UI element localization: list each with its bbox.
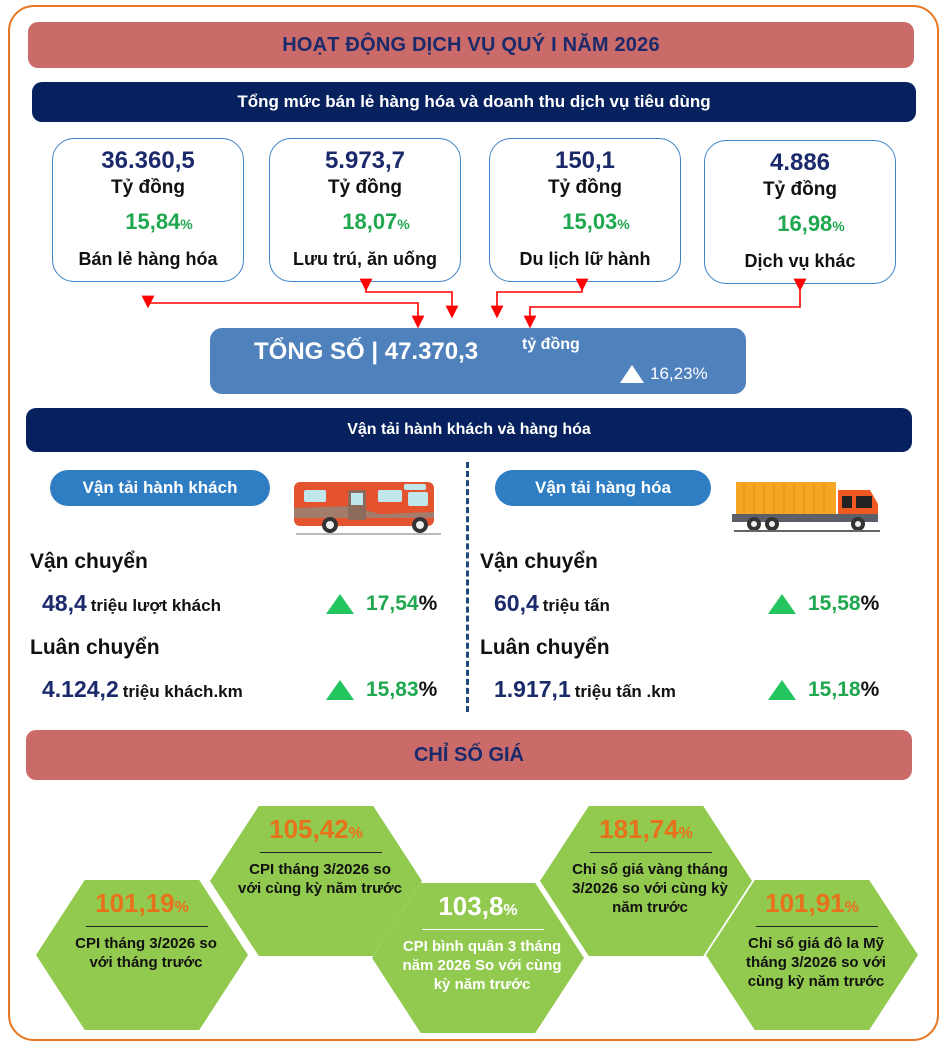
hex-value: 101,19% [95, 888, 189, 918]
card-label: Bán lẻ hàng hóa [78, 249, 218, 269]
hex-divider [86, 926, 208, 927]
passenger-rotation-growth: 15,83% [326, 678, 437, 702]
card-value: 150,1 [554, 147, 616, 174]
bus-icon [294, 482, 441, 535]
up-triangle-icon [768, 594, 796, 614]
card-label: Lưu trú, ăn uống [292, 249, 437, 269]
price-index-header: CHỈ SỐ GIÁ [26, 730, 912, 780]
up-triangle-icon [326, 594, 354, 614]
card-value: 5.973,7 [324, 147, 406, 174]
hex-divider [756, 926, 878, 927]
total-box: TỔNG SỐ | 47.370,3 tỷ đồng 16,23% [210, 328, 746, 394]
passenger-transport-growth: 17,54% [326, 592, 437, 616]
card-growth: 16,98% [777, 211, 845, 236]
cpi-month-over-month-hex: 101,19% CPI tháng 3/2026 so với tháng tr… [36, 880, 248, 1030]
card-unit: Tỷ đồng [111, 177, 185, 198]
cargo-transport-section-label: Vận chuyển [480, 550, 598, 573]
hex-divider [422, 929, 544, 930]
hex-divider [260, 852, 382, 853]
passenger-transport-section-label: Vận chuyển [30, 550, 148, 573]
truck-icon [732, 482, 880, 532]
cargo-rotation-metric: 1.917,1 triệu tấn .km [494, 676, 676, 702]
gold-price-index-hex: 181,74% Chỉ số giá vàng tháng 3/2026 so … [540, 806, 752, 956]
hex-description: CPI tháng 3/2026 so với tháng trước [75, 935, 217, 971]
cpi-quarter-average-hex: 103,8% CPI bình quân 3 tháng năm 2026 So… [372, 883, 584, 1033]
card-growth: 15,84% [125, 209, 193, 234]
transport-divider [466, 462, 469, 712]
passenger-transport-metric: 48,4 triệu lượt khách [42, 590, 221, 616]
cargo-rotation-section-label: Luân chuyển [480, 636, 610, 659]
total-growth: 16,23% [620, 364, 708, 384]
hex-value: 105,42% [269, 814, 363, 844]
card-label: Dịch vụ khác [744, 251, 856, 271]
cargo-transport-pill: Vận tải hàng hóa [495, 470, 711, 506]
total-growth-value: 16,23% [650, 364, 708, 383]
hex-description: Chỉ số giá đô la Mỹ tháng 3/2026 so với … [746, 935, 886, 990]
hex-value: 101,91% [765, 888, 859, 918]
passenger-rotation-section-label: Luân chuyển [30, 636, 160, 659]
retail-card-travel: 150,1 Tỷ đồng 15,03% Du lịch lữ hành [489, 138, 681, 282]
up-triangle-icon [768, 680, 796, 700]
up-triangle-icon [326, 680, 354, 700]
hex-description: CPI tháng 3/2026 so với cùng kỳ năm trướ… [238, 861, 402, 897]
cargo-rotation-growth: 15,18% [768, 678, 879, 702]
card-growth: 18,07% [342, 209, 410, 234]
usd-price-index-hex: 101,91% Chỉ số giá đô la Mỹ tháng 3/2026… [706, 880, 918, 1030]
up-triangle-icon [620, 365, 644, 383]
total-unit: tỷ đồng [522, 336, 580, 353]
hex-value: 181,74% [599, 814, 693, 844]
card-value: 36.360,5 [101, 147, 195, 174]
card-unit: Tỷ đồng [328, 177, 402, 198]
hex-description: CPI bình quân 3 tháng năm 2026 So với cù… [402, 938, 562, 993]
card-label: Du lịch lữ hành [519, 249, 651, 269]
card-unit: Tỷ đồng [763, 179, 837, 200]
hex-description: Chỉ số giá vàng tháng 3/2026 so với cùng… [572, 861, 728, 916]
card-unit: Tỷ đồng [548, 177, 622, 198]
retail-card-accommodation: 5.973,7 Tỷ đồng 18,07% Lưu trú, ăn uống [269, 138, 461, 282]
retail-section-header: Tổng mức bán lẻ hàng hóa và doanh thu dị… [32, 82, 916, 122]
main-title: HOẠT ĐỘNG DỊCH VỤ QUÝ I NĂM 2026 [28, 22, 914, 68]
hex-value: 103,8% [438, 891, 518, 921]
cargo-transport-metric: 60,4 triệu tấn [494, 590, 610, 616]
retail-card-other-services: 4.886 Tỷ đồng 16,98% Dịch vụ khác [704, 140, 896, 284]
passenger-rotation-metric: 4.124,2 triệu khách.km [42, 676, 243, 702]
card-growth: 15,03% [562, 209, 630, 234]
cargo-transport-growth: 15,58% [768, 592, 879, 616]
passenger-transport-pill: Vận tải hành khách [50, 470, 270, 506]
total-label: TỔNG SỐ | 47.370,3 [254, 338, 479, 365]
hex-divider [590, 852, 712, 853]
cpi-year-over-year-hex: 105,42% CPI tháng 3/2026 so với cùng kỳ … [210, 806, 422, 956]
transport-section-header: Vận tải hành khách và hàng hóa [26, 408, 912, 452]
retail-card-goods: 36.360,5 Tỷ đồng 15,84% Bán lẻ hàng hóa [52, 138, 244, 282]
card-value: 4.886 [769, 149, 831, 176]
infographic-frame [8, 5, 939, 1041]
